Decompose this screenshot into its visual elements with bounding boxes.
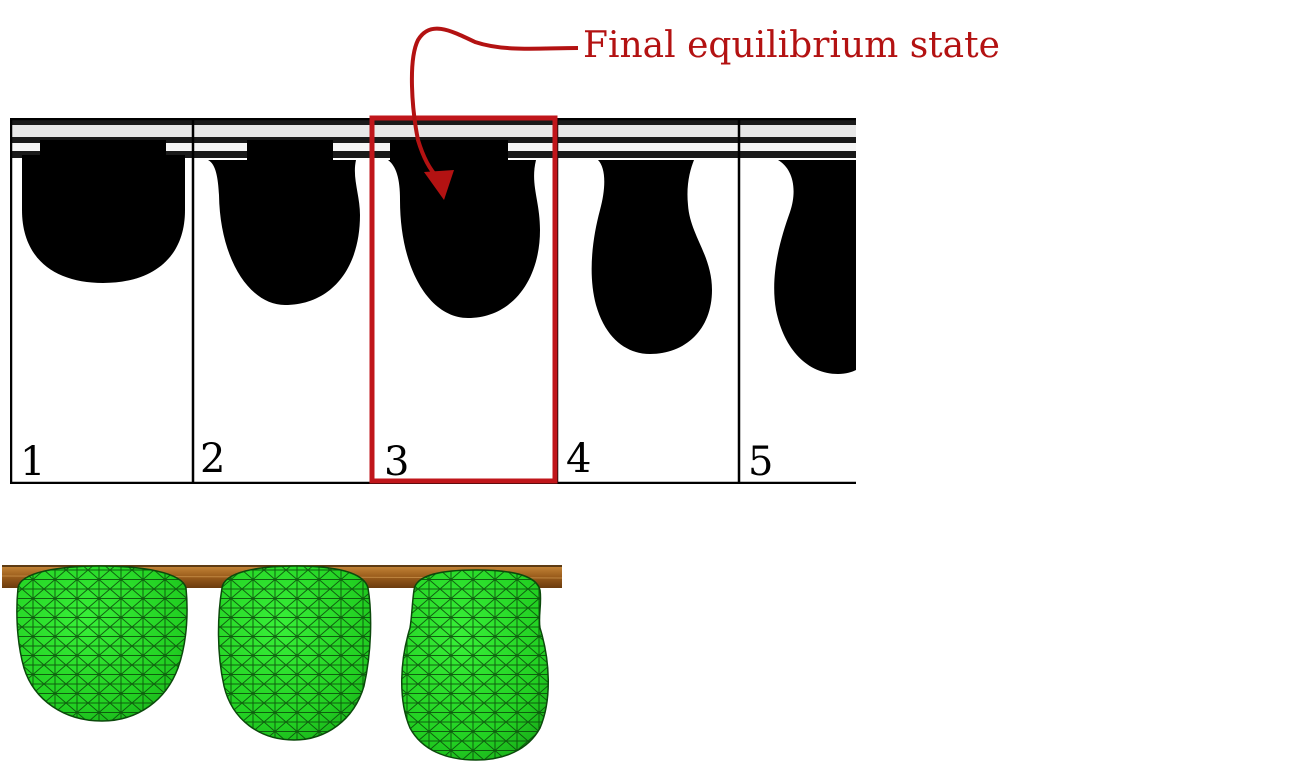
simulated-droplet-3	[401, 569, 549, 761]
frame-label-3: 3	[384, 439, 409, 485]
simulation-panel	[1, 565, 563, 761]
frame-label-5: 5	[748, 439, 773, 485]
experiment-strip: 1 2 3 4 5	[10, 118, 856, 485]
simulated-droplet-2	[217, 565, 372, 741]
frame-label-1: 1	[20, 439, 45, 485]
highlight-box	[369, 115, 558, 484]
frame-1-droplet	[22, 140, 185, 283]
frame-2-droplet	[208, 140, 360, 305]
plate-highlight	[10, 125, 856, 137]
frame-4-droplet	[591, 160, 712, 354]
frame-label-2: 2	[200, 436, 225, 482]
frame-3-droplet	[388, 140, 540, 318]
annotation-arrow	[409, 26, 579, 200]
simulated-droplet-1	[16, 565, 188, 722]
annotation-label: Final equilibrium state	[583, 25, 1000, 66]
frame-5-droplet	[774, 160, 856, 374]
frame-label-4: 4	[566, 436, 591, 482]
